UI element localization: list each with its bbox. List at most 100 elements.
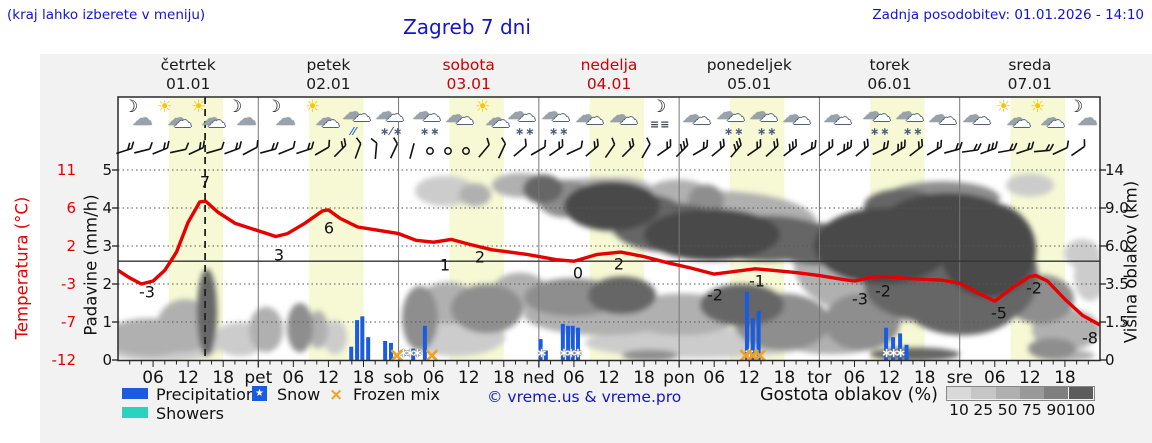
wind-barb-icon [409,143,415,159]
day-date: 01.01 [165,75,211,93]
cloud-density-legend-title: Gostota oblakov (%) [760,385,938,405]
wind-barb-icon [116,141,135,155]
cloud-icon: ☁ [575,103,596,127]
precip-glyph: ∗∗ [420,125,441,138]
density-segment [947,387,972,399]
wind-barb-icon [513,138,527,157]
temp-value-label: 3 [273,245,285,265]
wind-barb-icon [296,141,315,155]
precip-glyph: ∗∗ [515,125,536,138]
time-label: 06 [703,368,726,388]
density-segment [995,387,1020,399]
showers-swatch [122,407,148,418]
cloud-icon: ☁ [823,103,844,127]
cloud-height-tick: 9.0 [1105,199,1129,217]
temperature-tick: 2 [66,237,76,255]
snow-swatch: ★ [252,386,267,401]
weather-icon-sleet-cloud: ☁ ☁ ∗⁄∗ [372,99,408,141]
cloud-icon: ☁ [173,110,192,132]
density-segment [1019,387,1045,399]
weather-icon-sun-cloud: ☀ ☁ ☁ [1029,99,1065,141]
cloud-icon: ☁ [1012,110,1031,132]
day-name: torek [869,56,910,74]
precipitation-tick: 3 [102,237,112,255]
wind-barb-icon [997,142,1018,154]
day-name: petek [306,56,351,74]
weather-icon-sun-cloud: ☀ ☁ ☁ [190,99,226,141]
moon-icon: ☽ [1068,97,1084,117]
cloud-icon: ☁ [315,106,336,130]
cloud-icon: ☁ [352,104,371,126]
cloud-icon: ☁ [491,110,510,132]
cloud-icon: ☁ [872,104,891,126]
time-label: 06 [983,368,1006,388]
wind-barb-icon [478,137,490,158]
day-abbrev-label: pet [244,368,273,388]
temperature-tick: 11 [56,161,76,179]
weather-icon-cloud: ☁ ☁ [679,99,715,141]
location-menu-note: (kraj lahko izberete v meniju) [7,7,206,23]
time-label: 12 [878,368,901,388]
day-name: ponedeljek [706,56,792,74]
wind-barb-icon [765,138,779,157]
wind-barb-icon [800,139,817,156]
weather-icon-sun-cloud: ☀ ☁ ☁ [995,99,1031,141]
wind-barb-icon [711,138,725,157]
time-label: 12 [457,368,480,388]
cloud-icon: ☁ [342,100,363,124]
precip-glyph: ∗∗ [549,125,570,138]
wind-barb-icon [1033,143,1055,153]
day-name: sobota [442,56,495,74]
wind-barb-icon [872,140,890,156]
wind-barb-icon [746,139,762,157]
wind-barb-icon [333,138,347,158]
precipitation-tick: 2 [102,275,112,293]
cloud-icon: ☁ [928,103,949,127]
weather-icon-cloud: ☁ ☁ [820,99,856,141]
wind-barb-icon [566,140,584,156]
temperature-axis-title: Temperatura (°C) [12,196,32,340]
cloud-height-tick: 14 [1105,161,1125,179]
precipitation-tick: 1 [102,313,112,331]
legend-showers-label: Showers [156,404,224,423]
weather-icon-moon-cloud: ☽ ☁ [1065,99,1101,141]
time-label: 18 [492,368,515,388]
precip-glyph: ∗∗ [724,125,745,138]
temperature-tick: 6 [66,199,76,217]
calm-wind-icon [462,147,470,155]
wind-barb-icon [656,139,672,157]
cloud-icon: ☁ [716,100,737,124]
time-label: 18 [212,368,235,388]
wind-barb-icon [548,139,564,157]
wind-barb-icon [692,139,709,156]
precipitation-tick: 5 [102,161,112,179]
cloud-icon: ☁ [422,104,441,126]
legend-precipitation-label: Precipitation [156,385,257,404]
wind-barb-icon [170,142,190,154]
wind-barb-icon [890,139,906,156]
cloud-icon: ☁ [385,104,404,126]
cloud-icon: ☁ [619,107,638,129]
precip-glyph: ∗⁄∗ [380,125,404,138]
last-updated: Zadnja posodobitev: 01.01.2026 - 14:10 [872,7,1144,23]
weather-icon-moon-cloud: ☽ ☁ [224,99,260,141]
wind-barb-icon [314,139,331,156]
day-abbrev-label: tor [807,368,832,388]
weather-icon-moon-cloud: ☽ ☁ [120,99,156,141]
weather-icon-snow-cloud: ☁ ☁ ∗∗ [538,99,574,141]
wind-barb-icon [530,139,547,156]
cloud-icon: ☁ [375,100,396,124]
time-label: 06 [142,368,164,388]
sun-icon: ☀ [157,97,173,117]
wind-barb-icon [152,140,170,155]
density-tick-label: 50 [997,401,1018,419]
cloud-icon: ☁ [485,106,506,130]
time-label: 18 [773,368,796,388]
copyright-link[interactable]: © vreme.us & vreme.pro [487,388,682,406]
temperature-tick: -12 [51,351,77,369]
cloud-icon: ☁ [167,106,188,130]
wind-barb-icon [783,138,798,157]
wind-barb-icon [1070,139,1086,157]
time-label: 18 [633,368,655,388]
